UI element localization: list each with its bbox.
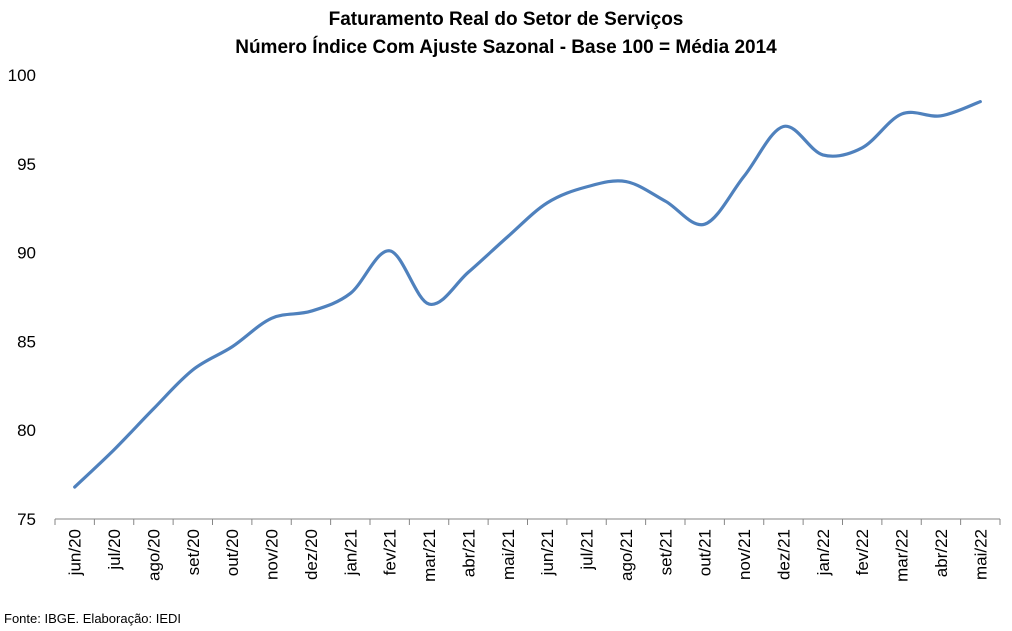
x-tick-label: out/20: [223, 529, 242, 576]
x-tick-label: jul/20: [105, 529, 124, 571]
data-point: [348, 291, 352, 295]
data-point: [939, 114, 943, 118]
data-point: [466, 270, 470, 274]
x-tick-label: dez/20: [302, 529, 321, 580]
x-tick-label: jan/22: [814, 529, 833, 576]
x-tick-label: nov/20: [263, 529, 282, 580]
data-point: [151, 407, 155, 411]
x-tick-label: set/21: [656, 529, 675, 575]
data-point: [624, 180, 628, 184]
x-tick-label: out/21: [696, 529, 715, 576]
y-tick-label: 95: [17, 155, 36, 174]
data-point: [978, 100, 982, 104]
x-tick-label: fev/22: [853, 529, 872, 575]
x-tick-label: mar/21: [420, 529, 439, 582]
x-tick-label: mar/22: [893, 529, 912, 582]
x-tick-label: dez/21: [774, 529, 793, 580]
x-tick-label: mai/22: [971, 529, 990, 580]
data-point: [860, 146, 864, 150]
data-point: [506, 235, 510, 239]
y-tick-label: 100: [8, 66, 36, 85]
x-tick-label: abr/21: [459, 529, 478, 577]
series-layer: [73, 100, 982, 489]
data-point: [388, 249, 392, 253]
x-tick-label: jun/21: [538, 529, 557, 576]
data-point: [309, 309, 313, 313]
chart-title-block: Faturamento Real do Setor de Serviços Nú…: [0, 6, 1012, 62]
x-tick-label: nov/21: [735, 529, 754, 580]
data-point: [270, 316, 274, 320]
source-note: Fonte: IBGE. Elaboração: IEDI: [4, 611, 182, 626]
x-tick-label: set/20: [184, 529, 203, 575]
data-point: [821, 153, 825, 157]
chart-subtitle: Número Índice Com Ajuste Sazonal - Base …: [235, 37, 777, 58]
data-point: [585, 185, 589, 189]
series-line: [73, 100, 982, 489]
x-tick-label: ago/20: [144, 529, 163, 581]
data-point: [73, 485, 77, 489]
chart-title: Faturamento Real do Setor de Serviços: [328, 9, 684, 30]
x-tick-label: mai/21: [499, 529, 518, 580]
y-tick-label: 90: [17, 244, 36, 263]
x-tick-label: jun/20: [66, 529, 85, 576]
x-tick-label: fev/21: [381, 529, 400, 575]
data-point: [663, 199, 667, 203]
data-point: [781, 125, 785, 129]
data-point: [545, 201, 549, 205]
x-tick-label: jul/21: [578, 529, 597, 571]
data-point: [230, 345, 234, 349]
data-point: [112, 448, 116, 452]
y-axis: 75 80 85 90 95 100: [8, 66, 36, 529]
data-point: [703, 222, 707, 226]
x-tick-label: jan/21: [341, 529, 360, 576]
y-tick-label: 75: [17, 510, 36, 529]
data-point: [427, 302, 431, 306]
x-tick-label: ago/21: [617, 529, 636, 581]
x-axis: jun/20 jul/20 ago/20 set/20 out/20 nov/20 dez/…: [54, 518, 1001, 582]
data-point: [742, 174, 746, 178]
x-tick-label: abr/22: [932, 529, 951, 577]
y-tick-label: 80: [17, 421, 36, 440]
y-tick-label: 85: [17, 332, 36, 351]
data-point: [191, 368, 195, 372]
data-point: [900, 112, 904, 116]
